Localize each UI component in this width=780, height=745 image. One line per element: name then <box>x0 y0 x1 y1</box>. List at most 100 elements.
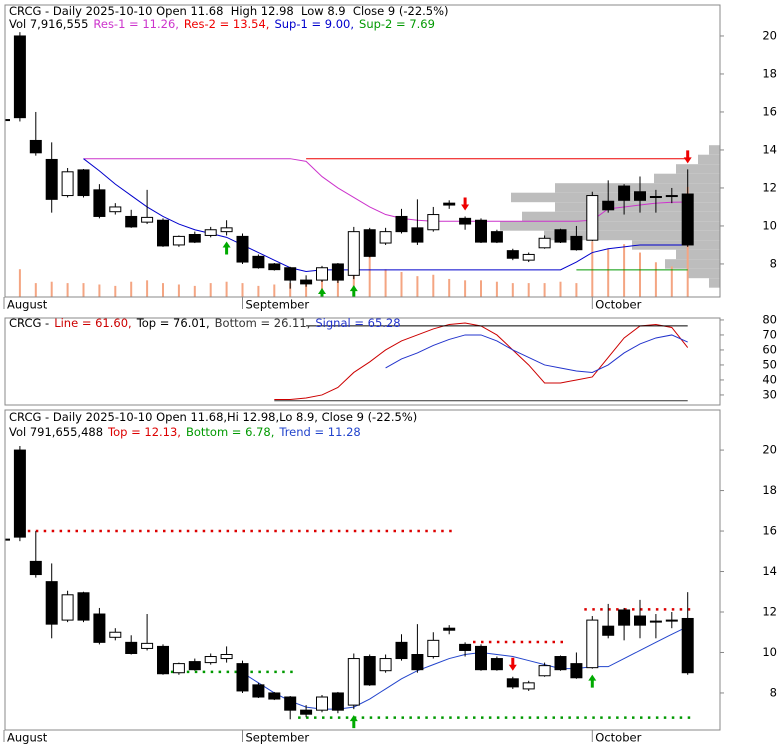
y-tick-label: 20 <box>762 443 777 457</box>
candle-body <box>188 661 201 671</box>
candle-body <box>172 235 185 246</box>
y-tick-label: 16 <box>762 104 777 118</box>
y-tick-label: 80 <box>762 312 777 326</box>
header-item: Res-1 = 11.26, <box>93 17 179 31</box>
candle-body <box>411 227 424 243</box>
candle-body <box>45 158 58 200</box>
candle-body <box>284 696 297 711</box>
volume-bar <box>575 283 578 297</box>
candle-body <box>109 631 122 638</box>
header-item: CRCG - Daily 2025-10-10 Open 11.68,Hi 12… <box>9 410 417 424</box>
candle-body <box>538 237 551 249</box>
candle-body <box>13 449 26 538</box>
series-line <box>83 158 688 273</box>
candle-body <box>252 255 265 269</box>
candle-body <box>490 658 503 671</box>
volume-profile-bar <box>665 259 720 269</box>
candle-body <box>681 617 694 674</box>
candle-body <box>29 139 42 154</box>
volume-bar <box>623 244 626 297</box>
candle-body <box>570 235 583 251</box>
candle-body <box>490 231 503 243</box>
candle-body <box>379 658 392 672</box>
candle-body <box>347 658 360 706</box>
volume-bar <box>177 284 180 297</box>
x-tick-label: October <box>595 298 641 312</box>
header-item: Vol 7,916,555 <box>9 17 88 31</box>
candle-body <box>586 619 599 669</box>
volume-bar <box>34 283 37 297</box>
y-tick-label: 10 <box>762 645 777 659</box>
candle-body <box>618 185 631 201</box>
series-line <box>385 334 688 373</box>
candle-body <box>77 169 90 197</box>
volume-bar <box>225 281 228 297</box>
header: Vol 791,655,488 Top = 12.13, Bottom = 6.78… <box>9 425 361 439</box>
x-tick-label: August <box>7 298 48 312</box>
candle-body <box>427 639 440 658</box>
candle-body <box>284 267 297 281</box>
candle-body <box>300 709 313 715</box>
header-item: Res-2 = 13.54, <box>184 17 270 31</box>
sell-arrow <box>508 657 517 671</box>
candle-body <box>61 594 74 621</box>
candle-body <box>5 538 10 541</box>
candle-body <box>379 231 392 244</box>
candle-body <box>93 189 106 217</box>
panel-frame <box>4 4 721 298</box>
candle-body <box>77 592 90 621</box>
volume-profile-bar <box>698 154 720 165</box>
header-item: CRCG - Daily 2025-10-10 Open 11.68 High … <box>9 4 449 18</box>
candle-body <box>395 215 408 233</box>
volume-bar <box>50 281 53 297</box>
volume-bar <box>209 283 212 297</box>
candle-body <box>427 214 440 231</box>
volume-profile-bar <box>709 145 720 155</box>
volume-profile-bar <box>654 173 720 184</box>
volume-bar <box>321 278 323 297</box>
header-item: Line = 61.60, <box>54 316 132 330</box>
candle-body <box>188 233 201 243</box>
panel-frame <box>4 409 721 731</box>
volume-bar <box>591 241 594 297</box>
candle-body <box>252 684 265 698</box>
candle-body <box>268 263 281 271</box>
volume-bar <box>480 280 482 297</box>
candle-body <box>13 35 26 119</box>
volume-profile-bar <box>555 202 720 212</box>
y-tick-label: 18 <box>762 483 777 497</box>
candle-body <box>459 217 472 225</box>
x-tick-label: August <box>7 731 48 745</box>
volume-bar <box>305 281 308 297</box>
candle-body <box>109 206 122 213</box>
y-tick-label: 8 <box>770 685 777 699</box>
volume-bar <box>384 269 387 297</box>
volume-profile-bar <box>687 268 720 279</box>
candle-body <box>554 656 567 671</box>
candle-body <box>363 229 376 257</box>
candle-body <box>5 119 10 122</box>
candle-body <box>602 625 615 636</box>
header-item: Trend = 11.28 <box>278 425 360 439</box>
volume-bar <box>416 276 419 297</box>
candle-body <box>570 663 583 679</box>
candle-body <box>506 250 519 259</box>
header-item: Vol 791,655,488 <box>9 425 103 439</box>
header: CRCG - Daily 2025-10-10 Open 11.68 High … <box>9 4 449 18</box>
volume-bar <box>193 285 196 297</box>
candle-body <box>411 654 424 671</box>
volume-profile-bar <box>522 211 720 222</box>
buy-arrow <box>588 674 597 688</box>
candle-body <box>443 202 456 206</box>
candle-body <box>475 645 487 671</box>
volume-bar <box>654 262 657 297</box>
volume-bar <box>130 281 133 297</box>
header-item: Top = 76.01, <box>136 316 210 330</box>
candle-body <box>29 560 42 576</box>
volume-bar <box>511 283 514 297</box>
price-panel <box>5 32 720 297</box>
volume-bar <box>114 285 117 297</box>
volume-profile-bar <box>676 249 720 260</box>
